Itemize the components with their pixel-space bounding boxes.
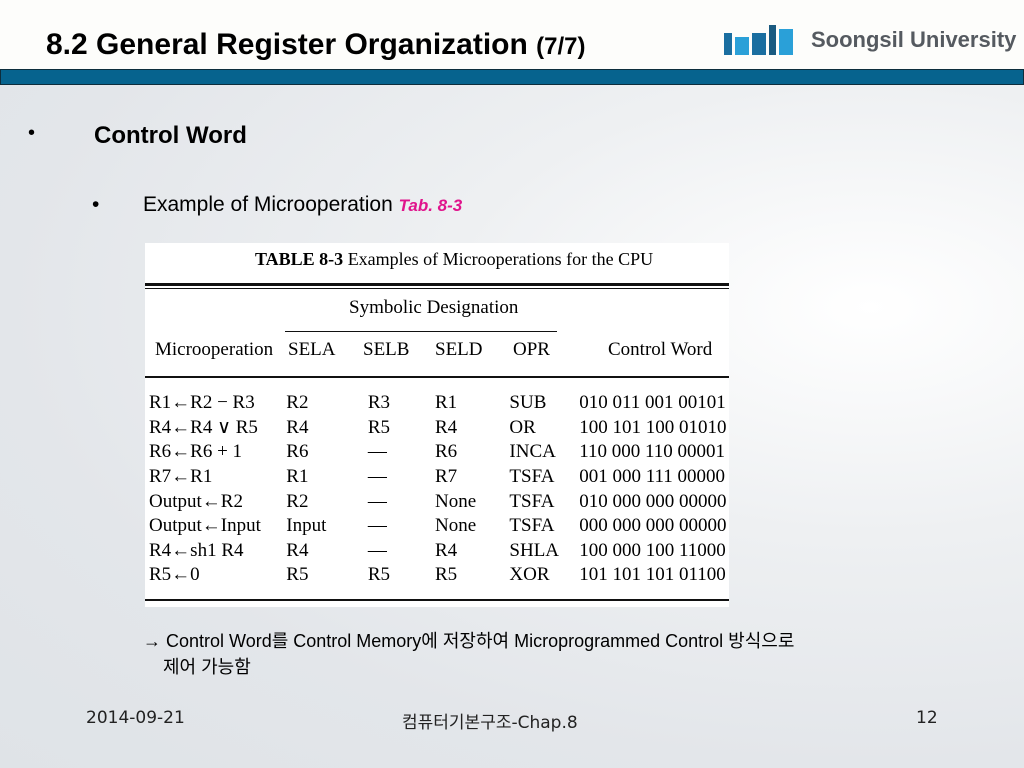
table-cell: R5 bbox=[286, 564, 309, 586]
table-cell: 100 000 100 11000 bbox=[579, 539, 726, 561]
table-cell: R2 bbox=[286, 490, 309, 512]
bullet-text: Example of Microoperation bbox=[143, 193, 393, 216]
slide-title: 8.2 General Register Organization (7/7) bbox=[46, 28, 586, 62]
note-line: → Control Word를 Control Memory에 저장하여 Mic… bbox=[143, 631, 795, 651]
rule bbox=[145, 288, 729, 289]
table-cell: 010 011 001 00101 bbox=[579, 392, 726, 414]
table-cell: R4 bbox=[286, 539, 309, 561]
column-header: SELD bbox=[435, 339, 483, 360]
table-cell: R6←R6 + 1 bbox=[149, 441, 243, 463]
caption-text: Examples of Microoperations for the CPU bbox=[347, 249, 654, 269]
table-row: Output←Input Input — None TSFA 000 000 000 00… bbox=[149, 514, 729, 539]
table-cell: — bbox=[367, 466, 387, 488]
table-cell: TSFA bbox=[509, 466, 555, 488]
table-row: R1←R2 − R3 R2 R3 R1 SUB 010 011 001 00101 bbox=[149, 391, 729, 416]
bullet-text: Control Word bbox=[94, 122, 247, 149]
header-bar bbox=[0, 69, 1024, 85]
title-text: 8.2 General Register Organization bbox=[46, 28, 528, 61]
table-cell: SHLA bbox=[509, 539, 560, 561]
table-cell: R5 bbox=[367, 416, 391, 438]
table-cell: R3 bbox=[367, 392, 391, 414]
rule bbox=[145, 283, 729, 286]
table-cell: R1←R2 − R3 bbox=[149, 392, 255, 414]
table-cell: 100 101 100 01010 bbox=[579, 416, 727, 438]
table-cell: 110 000 110 00001 bbox=[579, 441, 726, 463]
table-cell: R2 bbox=[286, 392, 309, 414]
note: → Control Word를 Control Memory에 저장하여 Mic… bbox=[143, 628, 1003, 680]
table-cell: R6 bbox=[435, 441, 458, 463]
column-header: Control Word bbox=[608, 339, 713, 360]
table-caption: TABLE 8-3 Examples of Microoperations fo… bbox=[255, 249, 653, 270]
table-cell: — bbox=[367, 490, 387, 512]
table-cell: 101 101 101 01100 bbox=[579, 564, 726, 586]
table-cell: R5 bbox=[435, 564, 458, 586]
table-body: R1←R2 − R3 R2 R3 R1 SUB 010 011 001 00101 R4←R… bbox=[149, 391, 729, 588]
university-logo: Soongsil University bbox=[724, 20, 1016, 60]
table-cell: R4←R4 ∨ R5 bbox=[149, 417, 258, 439]
table-cell: R5 bbox=[367, 564, 391, 586]
table-cell: None bbox=[435, 490, 477, 512]
caption-label: TABLE 8-3 bbox=[255, 249, 344, 269]
table-cell: TSFA bbox=[509, 490, 555, 512]
table-cell: — bbox=[367, 539, 387, 561]
logo-mark-icon bbox=[724, 25, 793, 55]
table-cell: R1 bbox=[435, 392, 458, 414]
table-reference: Tab. 8-3 bbox=[398, 196, 463, 215]
column-header: Microoperation bbox=[155, 339, 274, 360]
table-cell: 000 000 000 00000 bbox=[579, 515, 727, 537]
table-cell: R7←R1 bbox=[149, 466, 213, 488]
table-cell: R4 bbox=[435, 539, 458, 561]
title-band bbox=[0, 0, 1024, 69]
table-cell: None bbox=[435, 515, 477, 537]
table-cell: R4 bbox=[286, 416, 309, 438]
footer-date: 2014-09-21 bbox=[86, 708, 185, 728]
table-cell: SUB bbox=[509, 392, 547, 414]
bullet-icon: • bbox=[92, 193, 100, 216]
table-cell: 010 000 000 00000 bbox=[579, 490, 727, 512]
table-cell: XOR bbox=[509, 564, 550, 586]
note-line: 제어 가능함 bbox=[163, 657, 251, 677]
bullet-icon: • bbox=[28, 122, 36, 144]
table-cell: Input bbox=[286, 515, 327, 537]
table-cell: R1 bbox=[286, 466, 309, 488]
column-header: SELA bbox=[288, 339, 336, 360]
logo-text: Soongsil University bbox=[811, 27, 1017, 52]
footer-course: 컴퓨터기본구조-Chap.8 bbox=[402, 713, 578, 733]
table-cell: Output←R2 bbox=[149, 490, 243, 512]
table-cell: R4 bbox=[435, 416, 458, 438]
title-suffix: (7/7) bbox=[536, 33, 586, 60]
table-cell: OR bbox=[509, 416, 536, 438]
table-row: R6←R6 + 1 R6 — R6 INCA 110 000 110 00001 bbox=[149, 440, 729, 465]
table-cell: R6 bbox=[286, 441, 309, 463]
table-cell: R5←0 bbox=[149, 564, 200, 586]
table-row: R4←R4 ∨ R5 R4 R5 R4 OR 100 101 100 01010 bbox=[149, 416, 729, 441]
page-number: 12 bbox=[916, 708, 938, 728]
table-cell: — bbox=[367, 515, 387, 537]
table-cell: TSFA bbox=[509, 515, 555, 537]
table-row: R5←0 R5 R5 R5 XOR 101 101 101 01100 bbox=[149, 563, 729, 588]
rule bbox=[145, 599, 729, 601]
column-header: OPR bbox=[513, 339, 550, 360]
table-cell: Output←Input bbox=[149, 515, 261, 537]
table-row: R4←sh1 R4 R4 — R4 SHLA 100 000 100 11000 bbox=[149, 539, 729, 564]
bullet-example: • Example of Microoperation Tab. 8-3 bbox=[92, 193, 462, 217]
table-cell: R7 bbox=[435, 466, 458, 488]
table-row: Output←R2 R2 — None TSFA 010 000 000 00000 bbox=[149, 489, 729, 514]
group-header: Symbolic Designation bbox=[349, 297, 519, 318]
rule bbox=[145, 376, 729, 378]
rule bbox=[285, 331, 557, 332]
column-header: SELB bbox=[363, 339, 410, 360]
table-cell: INCA bbox=[509, 441, 556, 463]
table-row: R7←R1 R1 — R7 TSFA 001 000 111 00000 bbox=[149, 465, 729, 490]
table-cell: R4←sh1 R4 bbox=[149, 539, 244, 561]
table-cell: — bbox=[367, 441, 387, 463]
table-cell: 001 000 111 00000 bbox=[579, 466, 726, 488]
microoperation-table: TABLE 8-3 Examples of Microoperations fo… bbox=[145, 243, 729, 607]
